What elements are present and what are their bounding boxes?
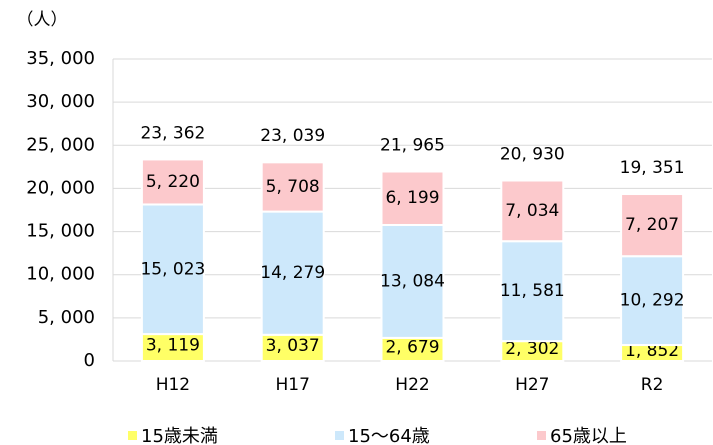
bar-segment bbox=[260, 333, 325, 362]
y-tick-label: 30, 000 bbox=[26, 91, 95, 112]
legend-swatch bbox=[537, 431, 546, 440]
bar-segment bbox=[380, 170, 445, 226]
data-label: 5, 220 bbox=[146, 172, 200, 192]
y-tick-label: 25, 000 bbox=[26, 134, 95, 155]
data-label: 10, 292 bbox=[620, 291, 685, 311]
data-label: 3, 037 bbox=[266, 336, 320, 356]
x-tick-label: R2 bbox=[641, 375, 664, 395]
data-label: 13, 084 bbox=[380, 271, 445, 291]
bar-segment bbox=[140, 158, 205, 206]
legend-swatch bbox=[128, 431, 137, 440]
y-tick-label: 20, 000 bbox=[26, 177, 95, 198]
legend-label: 15歳未満 bbox=[141, 426, 218, 445]
data-label: 5, 708 bbox=[266, 177, 320, 197]
y-axis-label: （人） bbox=[17, 10, 68, 30]
y-tick-label: 5, 000 bbox=[38, 307, 95, 328]
data-label: 7, 207 bbox=[625, 215, 679, 235]
data-label: 15, 023 bbox=[140, 259, 205, 279]
bar-segment bbox=[380, 223, 445, 339]
data-label: 2, 679 bbox=[385, 337, 439, 357]
bar-segment bbox=[620, 255, 685, 347]
total-label: 23, 039 bbox=[260, 126, 325, 146]
legend-swatch bbox=[335, 431, 344, 440]
bar-segment bbox=[500, 179, 565, 243]
data-label: 7, 034 bbox=[505, 201, 559, 221]
total-label: 23, 362 bbox=[140, 123, 205, 143]
x-tick-label: H27 bbox=[515, 375, 549, 395]
data-label: 2, 302 bbox=[505, 339, 559, 359]
total-label: 19, 351 bbox=[620, 158, 685, 178]
bar-segment bbox=[140, 203, 205, 336]
data-label: 11, 581 bbox=[500, 281, 565, 301]
legend-label: 65歳以上 bbox=[550, 426, 627, 445]
data-label: 14, 279 bbox=[260, 263, 325, 283]
bar-segment bbox=[500, 240, 565, 343]
y-tick-label: 0 bbox=[84, 350, 95, 371]
data-label: 3, 119 bbox=[146, 336, 200, 356]
x-tick-label: H12 bbox=[156, 375, 190, 395]
y-tick-label: 35, 000 bbox=[26, 48, 95, 69]
total-label: 21, 965 bbox=[380, 135, 445, 155]
total-label: 20, 930 bbox=[500, 144, 565, 164]
bar-segment bbox=[620, 193, 685, 258]
x-tick-label: H17 bbox=[275, 375, 309, 395]
y-tick-label: 15, 000 bbox=[26, 221, 95, 242]
data-label: 6, 199 bbox=[385, 188, 439, 208]
y-tick-label: 10, 000 bbox=[26, 264, 95, 285]
x-tick-label: H22 bbox=[395, 375, 429, 395]
bar-segment bbox=[260, 161, 325, 213]
legend-label: 15～64歳 bbox=[348, 426, 430, 445]
